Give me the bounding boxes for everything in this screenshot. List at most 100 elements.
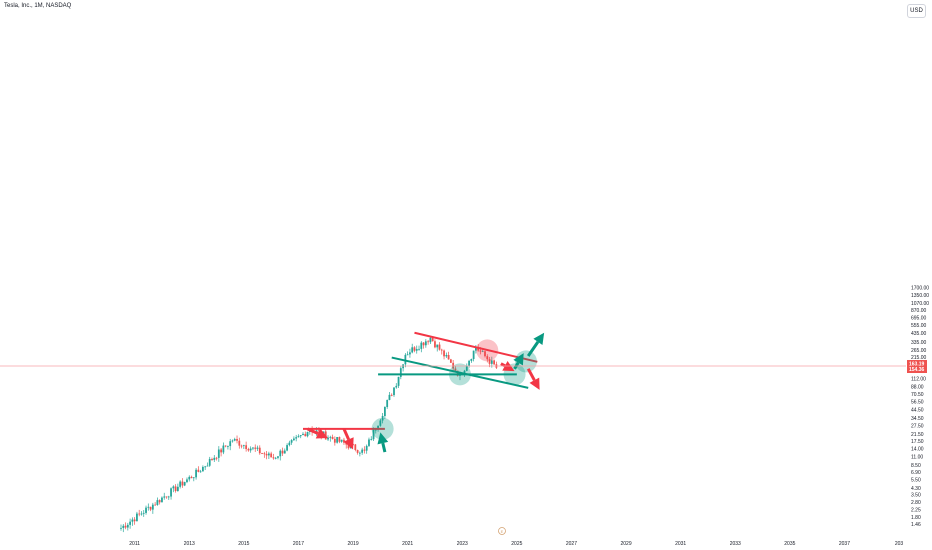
- candle-body: [249, 448, 252, 451]
- candle-body: [431, 337, 434, 342]
- y-tick-label: 5.50: [911, 478, 921, 484]
- candle-body: [222, 445, 225, 453]
- candle-body: [233, 438, 236, 441]
- candle-body: [395, 385, 398, 388]
- candle-body: [327, 437, 329, 440]
- candle-body: [142, 512, 145, 514]
- y-tick-label: 1.46: [911, 522, 921, 528]
- x-tick-label: 2011: [129, 541, 140, 547]
- candle-body: [409, 352, 411, 355]
- candle-body: [372, 429, 375, 440]
- candle-body: [181, 481, 184, 486]
- y-tick-label: 11.00: [911, 454, 923, 460]
- arrow-green[interactable]: [513, 353, 524, 366]
- candle-body: [484, 351, 486, 357]
- earnings-event-marker[interactable]: E: [498, 527, 506, 535]
- candle-body: [370, 439, 373, 440]
- arrow-red[interactable]: [529, 377, 540, 390]
- candle-body: [199, 471, 202, 473]
- candle-body: [447, 354, 450, 360]
- drawings-layer: [303, 331, 545, 453]
- y-tick-label: 1700.00: [911, 285, 929, 291]
- candle-body: [443, 350, 445, 357]
- symbol-title: Tesla, Inc., 1M, NASDAQ: [4, 3, 72, 9]
- candle-body: [481, 351, 484, 353]
- candle-body: [215, 457, 218, 459]
- arrow-shaft-green: [526, 340, 540, 357]
- candle-body: [306, 431, 309, 437]
- y-tick-label: 56.50: [911, 400, 924, 406]
- trendline-red[interactable]: [414, 331, 538, 363]
- candle-body: [204, 466, 207, 468]
- candle-body: [424, 341, 427, 346]
- candle-body: [170, 488, 172, 497]
- y-tick-label: 3.50: [911, 493, 921, 499]
- candle-body: [172, 486, 175, 489]
- x-tick-label: 2015: [238, 541, 249, 547]
- candle-body: [231, 440, 234, 442]
- y-tick-label: 695.00: [911, 315, 927, 321]
- candle-body: [397, 376, 400, 386]
- arrow-green[interactable]: [377, 432, 389, 445]
- x-tick-label: 2035: [784, 541, 795, 547]
- trendline-green[interactable]: [391, 356, 529, 389]
- y-tick-label: 17.50: [911, 439, 924, 445]
- candle-body: [286, 445, 288, 451]
- candle-body: [336, 437, 339, 443]
- candle-body: [331, 436, 334, 439]
- candle-body: [388, 394, 391, 400]
- highlight-circle-red[interactable]: [476, 339, 499, 362]
- candle-body: [361, 449, 364, 453]
- candle-body: [279, 450, 282, 457]
- candle-body: [161, 497, 163, 503]
- highlight-circle-green[interactable]: [371, 417, 394, 440]
- candle-body: [217, 449, 220, 458]
- price-axis[interactable]: 1.461.802.25 2.803.504.30 5.50 6.908.50 11.0…: [911, 285, 929, 528]
- y-tick-label: 34.50: [911, 416, 924, 422]
- candle-body: [283, 450, 286, 454]
- y-tick-label: 555.00: [911, 323, 927, 329]
- candle-body: [192, 477, 195, 479]
- x-tick-label: 2031: [675, 541, 686, 547]
- highlight-circle-green[interactable]: [448, 363, 471, 386]
- candle-body: [436, 344, 439, 348]
- candle-body: [179, 481, 182, 487]
- candle-body: [438, 344, 441, 350]
- arrow-red[interactable]: [343, 437, 354, 450]
- candle-body: [288, 442, 291, 446]
- y-tick-label: 1070.00: [911, 301, 929, 307]
- x-tick-label: 2037: [839, 541, 850, 547]
- candle-body: [420, 342, 423, 349]
- candle-body: [468, 360, 470, 366]
- time-axis[interactable]: 2011 2013 2015 2017 2019 2021 2023 2025 2027 2029…: [129, 541, 903, 547]
- candle-body: [124, 525, 127, 528]
- candle-body: [329, 436, 332, 438]
- candle-body: [147, 506, 150, 508]
- arrow-green[interactable]: [533, 332, 545, 345]
- candle-body: [202, 466, 204, 472]
- x-tick-label: 2025: [511, 541, 522, 547]
- arrow-red[interactable]: [315, 428, 329, 439]
- arrow-shaft-red: [500, 362, 506, 368]
- candle-body: [238, 440, 241, 446]
- candle-body: [302, 433, 304, 436]
- candle-body: [434, 341, 436, 348]
- y-tick-label: 112.00: [911, 377, 926, 383]
- candle-body: [213, 457, 216, 460]
- candle-body: [347, 444, 350, 449]
- currency-button[interactable]: USD: [907, 4, 926, 18]
- last-price-sub-label: 154.36: [909, 367, 925, 373]
- y-tick-label: 21.50: [911, 432, 924, 438]
- candle-body: [390, 394, 393, 396]
- y-tick-label: 435.00: [911, 331, 927, 337]
- candle-body: [281, 450, 284, 454]
- candle-body: [211, 458, 213, 460]
- candle-body: [247, 449, 250, 451]
- candle-body: [427, 341, 430, 343]
- candle-body: [386, 399, 389, 408]
- candle-body: [393, 387, 395, 396]
- y-tick-label: 88.00: [911, 385, 924, 391]
- candle-body: [465, 365, 468, 371]
- candle-body: [156, 500, 159, 506]
